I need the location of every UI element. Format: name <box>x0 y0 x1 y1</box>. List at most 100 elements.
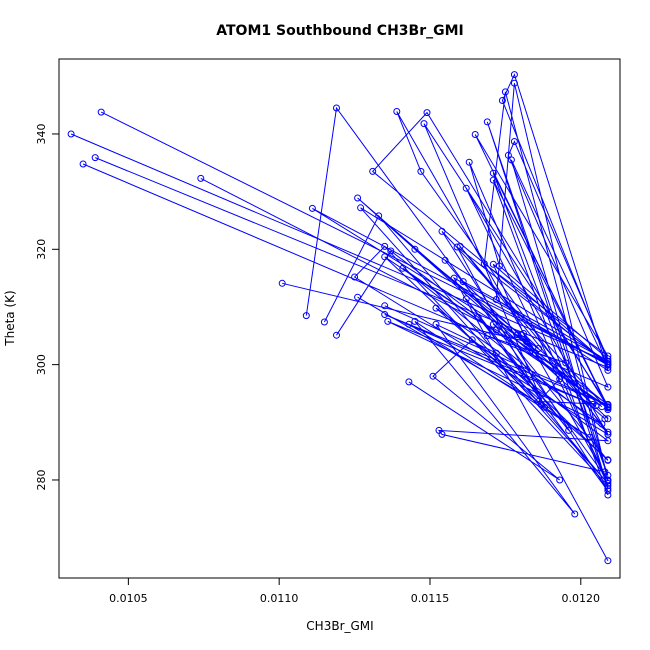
data-point <box>598 420 606 428</box>
data-point <box>526 343 533 351</box>
series-line <box>336 231 609 492</box>
x-tick-label: 0.0120 <box>562 592 601 605</box>
data-point <box>375 212 383 220</box>
y-tick-label: 300 <box>35 354 48 375</box>
data-point <box>604 477 612 485</box>
data-point <box>411 317 419 325</box>
data-point <box>492 296 500 303</box>
data-point <box>604 487 612 495</box>
data-point <box>399 264 407 272</box>
data-point <box>556 375 564 383</box>
data-point <box>471 131 479 138</box>
data-point <box>474 313 482 321</box>
data-point <box>97 108 105 116</box>
series-line <box>357 246 609 433</box>
data-point <box>604 428 612 436</box>
data-point <box>562 359 570 367</box>
data-point <box>604 400 612 408</box>
data-point <box>604 361 612 369</box>
data-point <box>278 279 286 287</box>
data-point <box>495 262 503 270</box>
data-point <box>357 204 365 212</box>
data-point <box>604 557 612 565</box>
data-point <box>197 174 205 182</box>
data-point <box>387 247 395 255</box>
y-tick-label: 340 <box>35 123 48 144</box>
data-point <box>369 167 377 175</box>
data-point <box>429 372 437 380</box>
data-point <box>492 326 500 334</box>
data-point <box>320 318 328 326</box>
series-line <box>408 339 610 481</box>
series-line <box>82 140 609 487</box>
plot-frame <box>58 58 621 579</box>
data-point <box>420 120 428 128</box>
data-point <box>535 398 543 405</box>
data-point <box>604 415 612 423</box>
data-point <box>510 138 518 145</box>
data-point <box>489 260 497 268</box>
data-point <box>405 320 413 328</box>
data-point <box>450 274 458 282</box>
data-point <box>67 130 75 138</box>
data-point <box>405 378 413 386</box>
x-tick-label: 0.0110 <box>260 592 299 605</box>
data-point <box>592 402 600 410</box>
data-point <box>354 194 362 202</box>
data-point <box>465 158 473 166</box>
data-point <box>510 71 518 79</box>
data-point <box>438 430 446 438</box>
chart-title: ATOM1 Southbound CH3Br_GMI <box>216 23 463 39</box>
data-point <box>498 97 506 104</box>
data-point <box>417 167 425 175</box>
data-point <box>489 176 497 184</box>
series-line <box>70 73 609 481</box>
series-line <box>323 207 609 484</box>
data-point <box>520 330 527 337</box>
series-line <box>95 121 609 496</box>
series-line <box>384 305 609 461</box>
data-point <box>354 293 362 301</box>
data-point <box>480 260 488 268</box>
data-point <box>333 104 340 112</box>
x-axis-label: CH3Br_GMI <box>306 619 373 633</box>
y-tick-label: 280 <box>35 469 48 490</box>
data-point <box>432 304 440 312</box>
data-point <box>604 404 612 412</box>
data-point <box>604 357 612 365</box>
data-point <box>535 345 543 352</box>
data-point <box>381 311 389 318</box>
data-point <box>79 160 87 168</box>
data-point <box>604 491 612 499</box>
data-point <box>453 243 461 251</box>
data-point <box>456 242 464 250</box>
series-line <box>487 323 610 405</box>
x-tick-label: 0.0105 <box>109 592 148 605</box>
data-point <box>333 331 340 339</box>
data-point <box>462 295 470 303</box>
data-point <box>381 302 389 310</box>
data-point <box>604 479 612 487</box>
data-point <box>302 312 310 320</box>
data-point <box>308 204 316 212</box>
data-point <box>438 227 446 235</box>
data-point <box>483 118 491 126</box>
data-point <box>468 336 476 344</box>
data-point <box>489 169 497 177</box>
data-point <box>565 426 573 434</box>
data-point <box>91 154 99 162</box>
data-point <box>604 352 612 360</box>
plot-marks <box>67 71 612 565</box>
data-point <box>489 320 497 328</box>
y-axis-label: Theta (K) <box>3 290 17 346</box>
data-point <box>411 245 419 253</box>
data-point <box>601 468 609 476</box>
series-line <box>408 259 609 515</box>
y-axis: 280 300 320 340 <box>35 123 59 490</box>
data-point <box>586 433 594 441</box>
x-axis: 0.0105 0.0110 0.0115 0.0120 <box>109 578 600 605</box>
data-point <box>432 320 440 328</box>
data-point <box>571 510 579 518</box>
data-point <box>492 349 500 357</box>
